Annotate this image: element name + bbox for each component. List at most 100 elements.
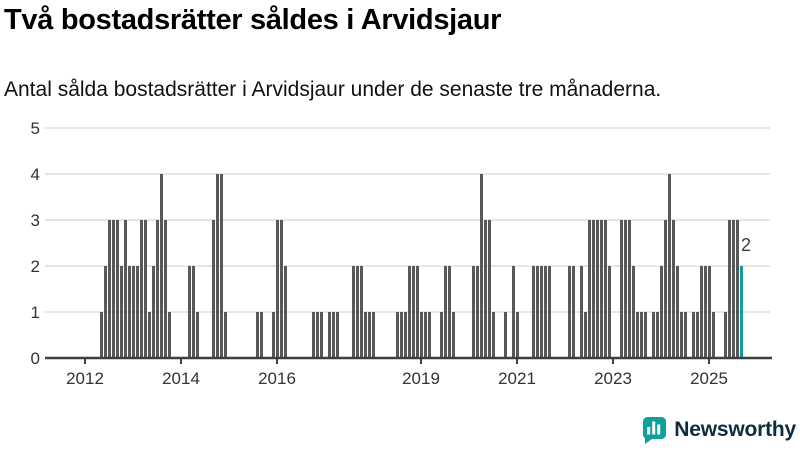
bar bbox=[484, 220, 487, 357]
bar bbox=[144, 220, 147, 357]
bar bbox=[636, 312, 639, 357]
bar bbox=[320, 312, 323, 357]
bar bbox=[548, 266, 551, 357]
y-axis-tick-label: 2 bbox=[31, 257, 40, 276]
y-axis-tick-label: 4 bbox=[31, 165, 40, 184]
brand-footer: Newsworthy bbox=[642, 415, 796, 445]
bar bbox=[728, 220, 731, 357]
bar bbox=[680, 312, 683, 357]
bar bbox=[136, 266, 139, 357]
bar bbox=[724, 312, 727, 357]
bar bbox=[156, 220, 159, 357]
bar bbox=[216, 174, 219, 357]
logo-bar bbox=[657, 424, 661, 435]
latest-value-label: 2 bbox=[741, 235, 751, 255]
bar bbox=[188, 266, 191, 357]
bar bbox=[608, 266, 611, 357]
bar bbox=[372, 312, 375, 357]
bar bbox=[712, 312, 715, 357]
bar bbox=[592, 220, 595, 357]
bar bbox=[580, 266, 583, 357]
bar bbox=[668, 174, 671, 357]
bar bbox=[404, 312, 407, 357]
y-axis-tick-label: 1 bbox=[31, 303, 40, 322]
bar bbox=[332, 312, 335, 357]
bar bbox=[448, 266, 451, 357]
bar bbox=[168, 312, 171, 357]
bar bbox=[148, 312, 151, 357]
bar bbox=[624, 220, 627, 357]
x-axis-tick-label: 2025 bbox=[690, 369, 728, 388]
bar bbox=[444, 266, 447, 357]
bar bbox=[272, 312, 275, 357]
bar bbox=[336, 312, 339, 357]
bar bbox=[664, 220, 667, 357]
y-axis-tick-label: 3 bbox=[31, 211, 40, 230]
bar bbox=[656, 312, 659, 357]
bar bbox=[440, 312, 443, 357]
y-axis-tick-label: 5 bbox=[31, 119, 40, 138]
bar bbox=[600, 220, 603, 357]
bar bbox=[512, 266, 515, 357]
bar bbox=[116, 220, 119, 357]
bar bbox=[492, 312, 495, 357]
bar bbox=[368, 312, 371, 357]
bar bbox=[140, 220, 143, 357]
bar bbox=[356, 266, 359, 357]
logo-bar bbox=[652, 421, 656, 435]
bar bbox=[540, 266, 543, 357]
bar bbox=[640, 312, 643, 357]
bar bbox=[476, 266, 479, 357]
x-axis-tick-label: 2019 bbox=[402, 369, 440, 388]
highlight-bar bbox=[740, 266, 743, 357]
bar bbox=[360, 266, 363, 357]
bar bbox=[152, 266, 155, 357]
x-axis-tick-label: 2021 bbox=[498, 369, 536, 388]
bar bbox=[132, 266, 135, 357]
bar bbox=[692, 312, 695, 357]
bar bbox=[328, 312, 331, 357]
brand-name: Newsworthy bbox=[674, 418, 796, 441]
bar bbox=[428, 312, 431, 357]
bar bbox=[604, 220, 607, 357]
logo-bar bbox=[647, 427, 651, 435]
bar bbox=[124, 220, 127, 357]
bar bbox=[396, 312, 399, 357]
bar bbox=[696, 312, 699, 357]
bar bbox=[196, 312, 199, 357]
bar bbox=[224, 312, 227, 357]
bar bbox=[736, 220, 739, 357]
bar bbox=[732, 220, 735, 357]
bar bbox=[400, 312, 403, 357]
bar bbox=[584, 312, 587, 357]
bar bbox=[212, 220, 215, 357]
bar bbox=[660, 266, 663, 357]
bar bbox=[108, 220, 111, 357]
bar bbox=[112, 220, 115, 357]
x-axis-tick-label: 2016 bbox=[258, 369, 296, 388]
bar bbox=[708, 266, 711, 357]
bar bbox=[532, 266, 535, 357]
bar bbox=[256, 312, 259, 357]
bar bbox=[572, 266, 575, 357]
newsworthy-bars-icon bbox=[643, 417, 667, 444]
bar bbox=[412, 266, 415, 357]
bar bbox=[424, 312, 427, 357]
bar bbox=[284, 266, 287, 357]
bar bbox=[628, 220, 631, 357]
bar bbox=[536, 266, 539, 357]
bar bbox=[104, 266, 107, 357]
bar bbox=[312, 312, 315, 357]
bar bbox=[120, 266, 123, 357]
bar bbox=[480, 174, 483, 357]
bar bbox=[420, 312, 423, 357]
bar bbox=[632, 266, 635, 357]
bar bbox=[452, 312, 455, 357]
bar bbox=[652, 312, 655, 357]
bar bbox=[676, 266, 679, 357]
bar bbox=[416, 266, 419, 357]
bar bbox=[672, 220, 675, 357]
page-title: Två bostadsrätter såldes i Arvidsjaur bbox=[4, 4, 502, 36]
y-axis-tick-label: 0 bbox=[31, 349, 40, 368]
